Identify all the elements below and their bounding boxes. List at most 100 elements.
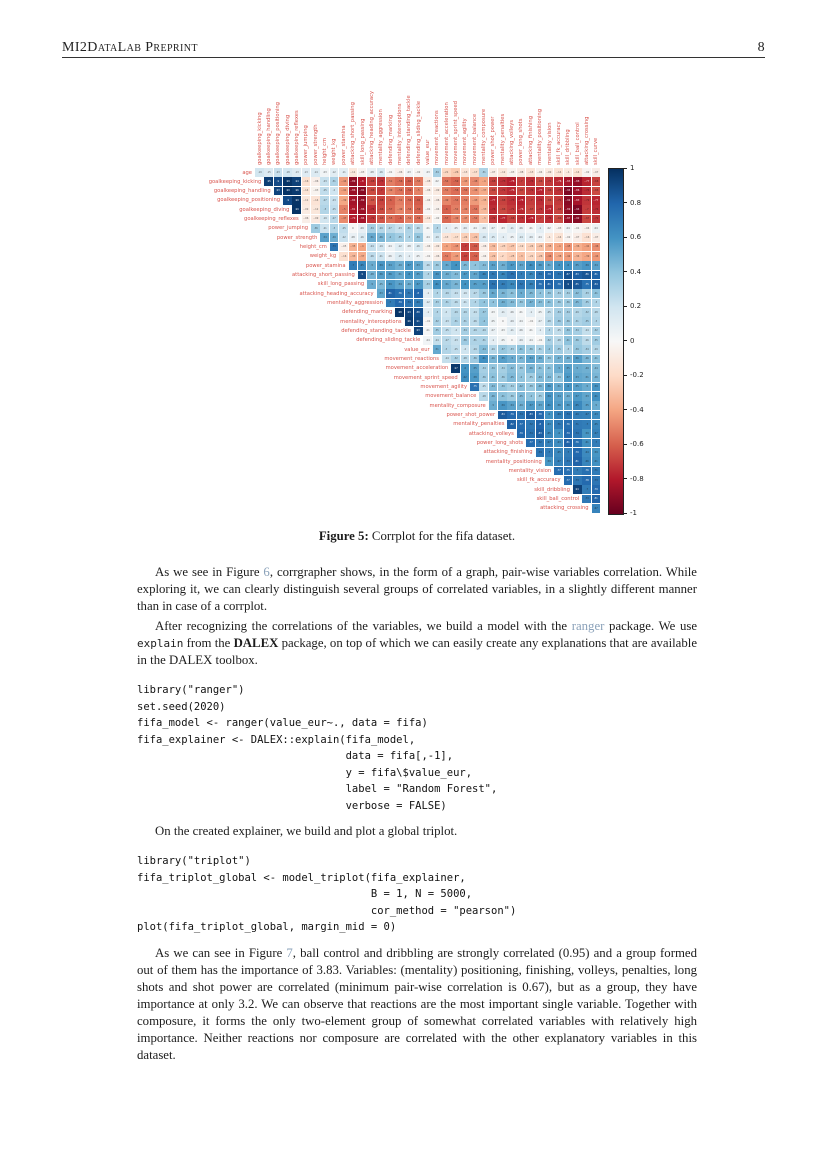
corr-cell: .75	[582, 279, 591, 289]
corr-value: .7	[547, 450, 551, 454]
corr-cell: -.92	[572, 214, 582, 224]
corr-cell: -.56	[404, 195, 414, 205]
corr-col-label: defending_sliding_tackle	[414, 100, 422, 165]
corr-cell: -.74	[488, 205, 498, 214]
corr-cell: .51	[544, 261, 554, 270]
corr-value: .63	[547, 422, 552, 426]
corr-cell: -.04	[582, 223, 591, 233]
corr-value: .6	[454, 264, 457, 268]
corr-cell: .1	[423, 289, 432, 298]
corr-cell: -.09	[311, 214, 320, 224]
corr-value: .49	[444, 273, 449, 277]
corr-value: -.71	[546, 180, 552, 184]
corr-value: .22	[341, 236, 346, 240]
corr-value: -.94	[574, 208, 580, 212]
corr-cell: -.04	[423, 242, 432, 252]
corr-cell: -.46	[544, 251, 554, 261]
corr-cell: -.04	[479, 251, 489, 261]
corr-cell: .56	[376, 270, 386, 280]
corr-value: .1	[529, 310, 532, 314]
corr-cell: .95	[264, 177, 273, 186]
figure-6-reference[interactable]: 6	[263, 565, 270, 579]
corr-value: .27	[388, 226, 393, 230]
corr-cell: .79	[572, 447, 582, 457]
corr-cell: .34	[563, 307, 573, 317]
corr-cell: -.77	[535, 186, 545, 196]
corr-cell: .35	[554, 345, 563, 354]
corr-value: .74	[491, 282, 496, 286]
corr-value: .05	[500, 338, 505, 342]
corr-cell: .19	[376, 242, 386, 252]
corr-cell: -.77	[498, 214, 507, 224]
corr-cell: .73	[582, 494, 591, 504]
corr-value: -.73	[518, 217, 524, 221]
corr-cell: .32	[451, 354, 460, 364]
corr-value: -.13	[462, 170, 468, 174]
corr-value: .54	[593, 264, 598, 268]
corr-cell: -.89	[563, 205, 573, 214]
corr-row-label: value_eur	[404, 345, 430, 353]
corr-cell: .41	[488, 373, 498, 382]
corr-value: .04	[565, 226, 570, 230]
corr-cell: .36	[572, 335, 582, 345]
corr-value: 0	[501, 320, 504, 324]
corr-cell: .1	[404, 251, 414, 261]
corr-value: .76	[565, 422, 570, 426]
corr-value: .69	[416, 301, 421, 305]
header-rule	[62, 57, 765, 58]
corr-cell: -.1	[544, 233, 554, 242]
corr-cell: -.38	[554, 251, 563, 261]
corr-cell: .23	[329, 195, 339, 205]
corr-value: -.54	[443, 180, 449, 184]
corr-value: .81	[593, 497, 598, 501]
corr-cell: -.68	[554, 205, 563, 214]
corr-cell: .7	[591, 438, 601, 448]
corr-col-label: power_shot_power	[489, 116, 497, 165]
corr-value: .79	[547, 273, 552, 277]
corr-value: .26	[584, 338, 589, 342]
corr-value: -.46	[593, 245, 599, 249]
corr-value: .71	[575, 422, 580, 426]
corr-value: .6	[557, 432, 560, 436]
corr-cell: .99	[283, 177, 292, 186]
corr-value: .41	[509, 292, 514, 296]
corr-value: .79	[509, 413, 514, 417]
corr-value: .25	[481, 385, 486, 389]
corr-value: .36	[509, 394, 514, 398]
ranger-package-link[interactable]: ranger	[571, 619, 605, 633]
corr-value: -.21	[528, 254, 533, 258]
corr-value: -.35	[546, 245, 552, 249]
corr-col-label: movement_agility	[461, 118, 468, 165]
corr-cell: .72	[535, 438, 545, 448]
corr-cell: .31	[470, 335, 479, 345]
corr-value: -.92	[565, 198, 571, 202]
corr-cell: .09	[479, 223, 489, 233]
corr-cell: .36	[432, 261, 442, 270]
corr-value: -.72	[537, 208, 543, 212]
corr-value: -.57	[443, 217, 449, 221]
corr-value: .54	[556, 394, 561, 398]
corr-cell: .45	[460, 261, 470, 270]
corr-cell: .04	[470, 223, 479, 233]
corr-cell: .3	[432, 307, 442, 317]
corr-value: .12	[397, 245, 402, 249]
corr-value: -.39	[341, 198, 346, 202]
corr-cell: .44	[507, 298, 517, 308]
corr-value: .1	[426, 310, 429, 314]
corr-value: -.86	[359, 208, 365, 212]
corr-value: .41	[593, 357, 598, 361]
corr-value: .55	[565, 366, 570, 370]
corr-value: .56	[575, 357, 580, 361]
corr-cell: -.66	[498, 205, 507, 214]
corr-cell: -.87	[563, 214, 573, 224]
corr-cell: .22	[339, 233, 348, 242]
corr-value: .59	[434, 273, 439, 277]
corr-value: .55	[584, 404, 589, 408]
corr-cell: .05	[451, 223, 460, 233]
corr-value: .98	[397, 310, 402, 314]
corr-value: -.56	[406, 198, 412, 202]
corr-cell: .59	[591, 447, 601, 457]
corr-cell: .57	[526, 401, 535, 410]
figure-7-reference[interactable]: 7	[286, 945, 293, 960]
corr-value: .49	[500, 301, 505, 305]
